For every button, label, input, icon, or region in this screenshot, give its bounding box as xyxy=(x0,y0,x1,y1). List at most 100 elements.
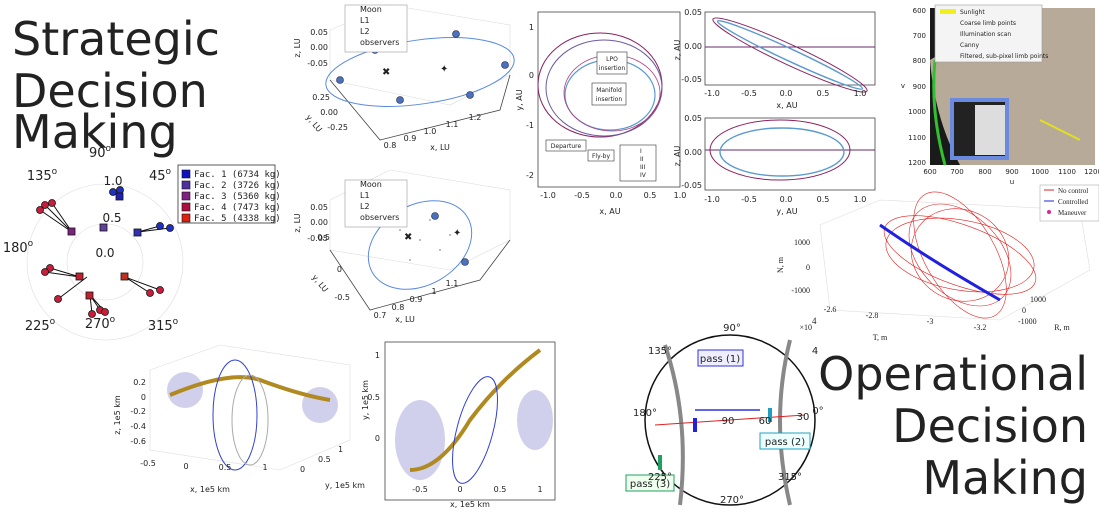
x-tick-label: 1 xyxy=(537,485,542,494)
x-tick-label: 1.0 xyxy=(854,195,867,204)
x-tick-label: 0.8 xyxy=(392,303,405,312)
x-tick-label: 1.2 xyxy=(469,113,482,122)
axis-label: x, LU xyxy=(395,315,415,324)
lagrange-shapes: ✖ ✦ ✖ ✦ xyxy=(325,4,515,311)
y-tick-label: 0 xyxy=(337,265,342,274)
y-tick-label: 0 xyxy=(529,71,534,80)
x-tick-label: -0.5 xyxy=(412,485,428,494)
axis-label: x, LU xyxy=(430,143,450,152)
axis-label: y, 1e5 km xyxy=(361,380,370,420)
x-tick-label: 800 xyxy=(978,168,991,176)
y-tick-label: 0.00 xyxy=(684,148,702,157)
svg-text:✖: ✖ xyxy=(382,67,390,78)
legend-entry: Fac. 4 (7473 kg) xyxy=(194,203,281,213)
angle-label: 45o xyxy=(149,167,172,184)
angle-label: 315o xyxy=(148,317,179,334)
transfer-shapes xyxy=(537,11,876,191)
heading: Decision xyxy=(892,399,1088,453)
legend-entry: Moon xyxy=(360,180,382,189)
y-tick-label: -2 xyxy=(526,171,534,180)
legend-entry: III xyxy=(640,164,646,171)
z-tick-label: 0.00 xyxy=(310,43,328,52)
polar-shapes xyxy=(26,164,276,341)
angle-label: 180o xyxy=(3,239,34,256)
control-shapes xyxy=(819,184,1099,321)
x-tick-label: -0.5 xyxy=(741,89,757,98)
sky-shapes xyxy=(625,334,816,506)
axis-label: R, m xyxy=(1054,323,1070,332)
svg-text:✖: ✖ xyxy=(404,232,412,243)
azimuth-label: 180° xyxy=(633,408,657,419)
x-tick-label: 0.0 xyxy=(780,195,793,204)
x-tick-label: 0.9 xyxy=(404,134,417,143)
axis-label: x, 1e5 km xyxy=(190,485,230,494)
x-tick-label: -2.6 xyxy=(824,305,837,314)
azimuth-label: 315° xyxy=(778,472,802,483)
axis-label: z, AU xyxy=(673,40,682,61)
heading: Making xyxy=(922,451,1088,505)
angle-label: 225o xyxy=(25,317,56,334)
x-tick-label: 700 xyxy=(950,168,963,176)
y-tick-label: -1 xyxy=(526,121,534,130)
y-tick-label: 700 xyxy=(913,32,926,40)
x-tick-label: -0.5 xyxy=(140,459,156,468)
legend-entry: No control xyxy=(1058,187,1088,195)
y-tick-label: 1000 xyxy=(794,238,810,247)
elevation-label: 30 xyxy=(797,412,810,423)
y-tick-label: 0.05 xyxy=(684,114,702,123)
y-tick-label: -0.25 xyxy=(327,123,348,132)
legend-entry: Illumination scan xyxy=(960,31,1011,38)
azimuth-label: 4 xyxy=(812,346,818,357)
x-tick-label: 0.5 xyxy=(817,195,830,204)
x-tick-label: 0.5 xyxy=(494,485,507,494)
axis-label: z, LU xyxy=(293,38,302,57)
y-tick-label: 0 xyxy=(300,465,305,474)
halo-shapes xyxy=(149,341,556,501)
radius-label: 0.5 xyxy=(102,211,121,225)
axis-label: v xyxy=(901,82,905,90)
axis-label: y, LU xyxy=(310,273,330,294)
degree-mark: o xyxy=(110,315,116,325)
legend-entry: Filtered, sub-pixel limb points xyxy=(960,53,1048,60)
heading: Operational xyxy=(818,347,1088,401)
legend-entry: Fac. 5 (4338 kg) xyxy=(194,214,281,224)
axis-label: x, 1e5 km xyxy=(450,500,490,509)
x-tick-label: 0 xyxy=(183,462,188,471)
x-tick-label: 1.1 xyxy=(446,120,459,129)
z-tick-label: -0.6 xyxy=(130,437,146,446)
x-tick-label: 1200 xyxy=(1084,168,1099,176)
y-tick-label: 1 xyxy=(529,23,534,32)
legend-entry: Fac. 3 (5360 kg) xyxy=(194,192,281,202)
svg-text:✦: ✦ xyxy=(440,64,448,75)
z-tick-label: 0.00 xyxy=(310,218,328,227)
y-tick-label: 900 xyxy=(913,83,926,91)
degree-mark: o xyxy=(52,167,58,177)
legend-entry: IV xyxy=(640,172,647,179)
azimuth-label: 0° xyxy=(812,406,823,417)
annotation: LPO xyxy=(606,56,618,63)
axis-label: z, 1e5 km xyxy=(113,395,122,435)
y-tick-label: 1100 xyxy=(908,134,926,142)
y-tick-label: 600 xyxy=(913,7,926,15)
y-tick-label: -0.05 xyxy=(681,181,702,190)
angle-label: 270o xyxy=(85,315,116,332)
tick-label: -1000 xyxy=(1018,317,1037,326)
y-tick-label: 1 xyxy=(375,351,380,360)
axis-label: N, m xyxy=(776,256,785,273)
legend-entry: L1 xyxy=(360,16,370,25)
azimuth-label: 225° xyxy=(648,472,672,483)
legend-entry: L2 xyxy=(360,202,370,211)
annotation: Fly-by xyxy=(592,153,611,160)
x-tick-label: -3 xyxy=(927,317,934,326)
degree-mark: o xyxy=(173,317,179,327)
heading: Strategic xyxy=(12,12,220,66)
azimuth-label: 135° xyxy=(648,346,672,357)
x-tick-label: -1.0 xyxy=(704,89,720,98)
x-tick-label: -1.0 xyxy=(540,191,556,200)
x-tick-label: 1.0 xyxy=(674,191,687,200)
legend-entry: Canny xyxy=(960,42,979,49)
x-tick-label: 1.0 xyxy=(424,127,437,136)
degree-mark: o xyxy=(106,144,112,154)
radius-label: 1.0 xyxy=(103,174,122,188)
x-tick-label: -1.0 xyxy=(704,195,720,204)
